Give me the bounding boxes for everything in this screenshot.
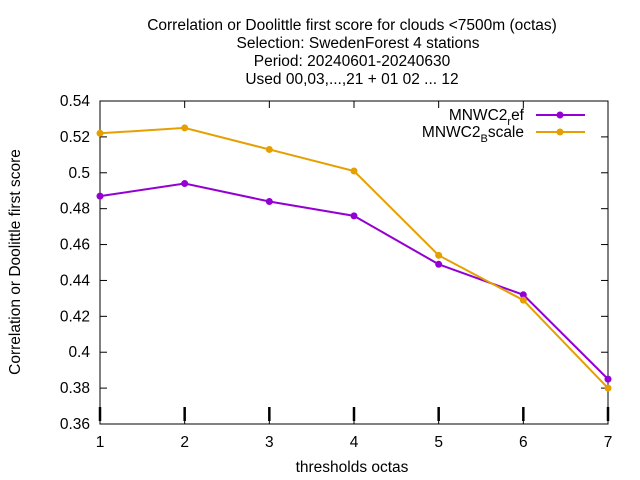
y-tick-label: 0.52	[60, 129, 90, 146]
chart-title: Correlation or Doolittle first score for…	[147, 17, 557, 88]
plot-frame	[99, 100, 609, 425]
x-tick-label: 5	[434, 434, 443, 451]
y-tick-label: 0.42	[60, 308, 90, 325]
legend-marker-2	[556, 128, 564, 136]
series-2-point	[435, 251, 443, 259]
y-tick-label: 0.48	[60, 201, 90, 218]
series-1-point	[181, 180, 189, 188]
series-1-point	[519, 291, 527, 299]
y-axis-ticks: 0.36 0.38 0.4 0.42 0.44 0.46 0.48 0.5 0.52 0.54	[60, 93, 608, 433]
series-1-point	[435, 260, 443, 268]
title-line-4: Used 00,03,...,21 + 01 02 ... 12	[245, 71, 458, 88]
series-line-2	[99, 126, 609, 389]
legend-label-1: MNWC2ref	[449, 107, 525, 128]
x-tick-label: 7	[604, 434, 613, 451]
x-axis-ticks: 1 2 3 4 5 6 7	[96, 101, 613, 451]
series-group	[96, 124, 612, 392]
x-tick-label: 2	[180, 434, 189, 451]
y-axis-label: Correlation or Doolittle first score	[7, 149, 24, 375]
x-axis-label: thresholds octas	[296, 459, 409, 476]
y-tick-label: 0.5	[68, 165, 90, 182]
title-line-3: Period: 20240601-20240630	[254, 53, 451, 70]
y-tick-label: 0.54	[60, 93, 91, 110]
y-tick-label: 0.38	[60, 380, 90, 397]
series-1-point	[350, 212, 358, 220]
title-line-2: Selection: SwedenForest 4 stations	[237, 35, 480, 52]
legend-marker-1	[556, 111, 564, 119]
title-line-1: Correlation or Doolittle first score for…	[147, 17, 557, 34]
series-2-point	[519, 296, 527, 304]
series-2-point	[350, 167, 358, 175]
y-tick-label: 0.4	[68, 344, 90, 361]
x-tick-label: 1	[96, 434, 105, 451]
x-tick-label: 6	[519, 434, 528, 451]
series-1-point	[96, 192, 104, 200]
series-1-point	[604, 375, 612, 383]
legend-label-2: MNWC2Bscale	[422, 124, 524, 145]
y-tick-label: 0.46	[60, 237, 90, 254]
x-tick-label: 4	[350, 434, 359, 451]
series-2-point	[96, 129, 104, 137]
series-1-point	[265, 197, 273, 205]
x-tick-label: 3	[265, 434, 274, 451]
series-2-point	[181, 124, 189, 132]
legend: MNWC2ref MNWC2Bscale	[422, 107, 585, 145]
y-tick-label: 0.44	[60, 272, 91, 289]
y-tick-label: 0.36	[60, 416, 90, 433]
series-2-point	[604, 384, 612, 392]
series-2-point	[265, 145, 273, 153]
